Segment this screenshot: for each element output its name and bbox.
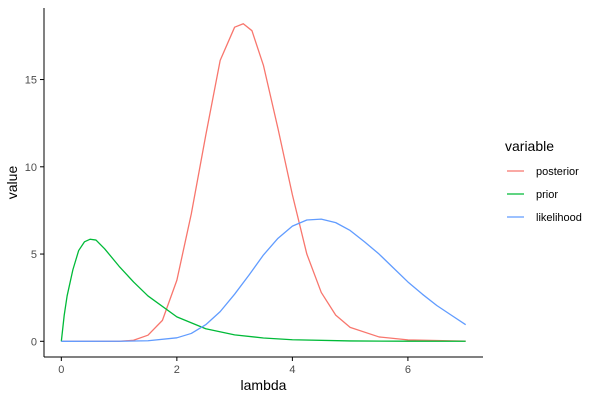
legend-items: posterior prior likelihood — [507, 166, 582, 224]
x-tick-label: 0 — [58, 364, 64, 376]
series-line-likelihood — [61, 218, 467, 342]
x-tick-label: 6 — [405, 364, 411, 376]
y-tick-label: 15 — [25, 75, 37, 87]
y-axis-title: value — [4, 166, 20, 200]
legend-title: variable — [505, 138, 554, 154]
y-tick-label: 0 — [31, 336, 37, 348]
y-tick-label: 5 — [31, 249, 37, 261]
series-layer — [60, 23, 467, 342]
y-tick-label: 10 — [25, 162, 37, 174]
legend-label-posterior: posterior — [536, 166, 579, 178]
legend-label-prior: prior — [536, 189, 558, 201]
x-axis-ticks: 0 2 4 6 — [58, 357, 411, 376]
x-axis-title: lambda — [241, 377, 287, 393]
series-line-prior — [60, 238, 466, 342]
x-tick-label: 4 — [289, 364, 295, 376]
x-tick-label: 2 — [174, 364, 180, 376]
legend-label-likelihood: likelihood — [536, 212, 582, 224]
series-line-posterior — [61, 23, 466, 342]
y-axis-ticks: 0 5 10 15 — [25, 75, 44, 348]
legend: variable posterior prior likelihood — [505, 138, 582, 224]
